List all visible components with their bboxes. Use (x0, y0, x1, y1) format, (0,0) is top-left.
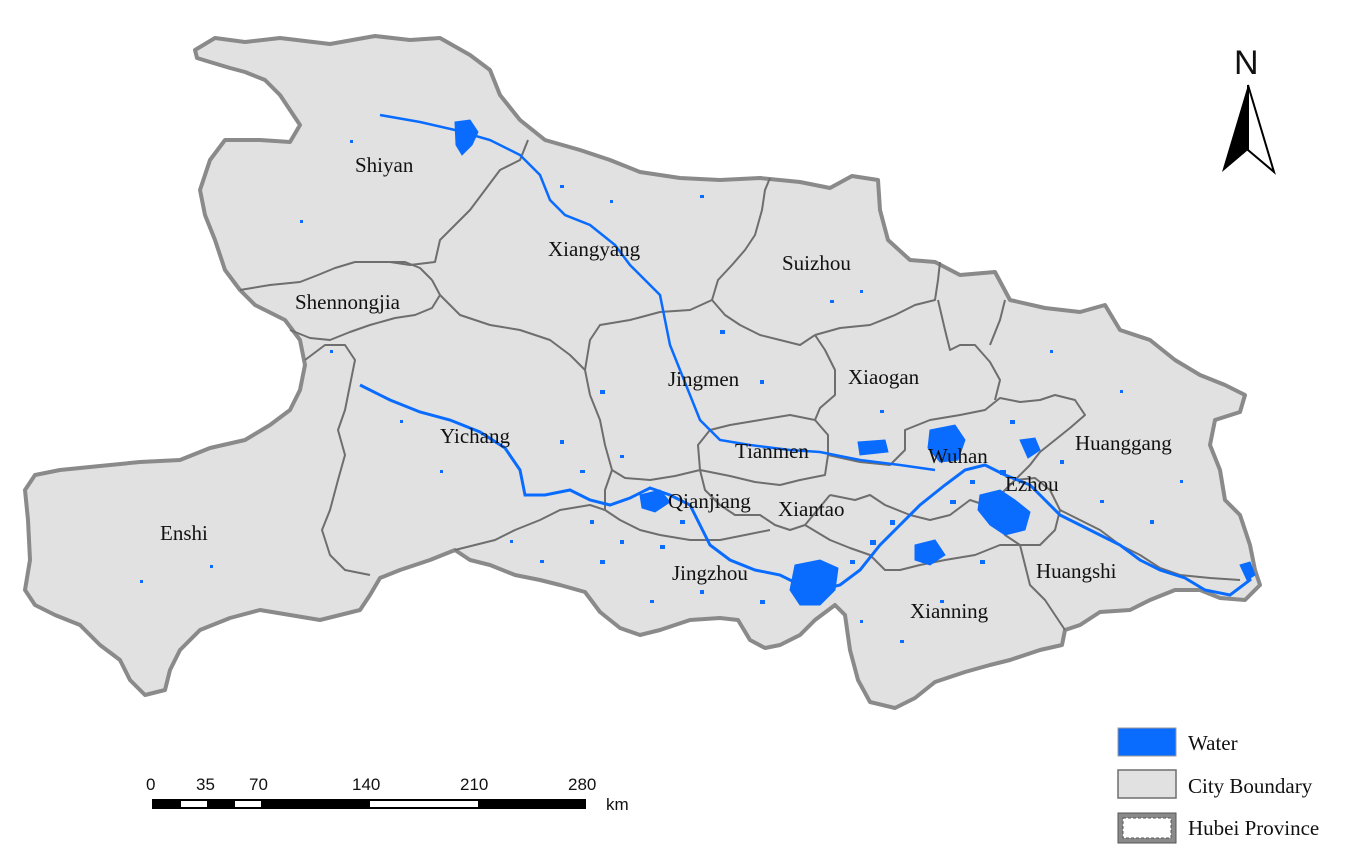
scale-unit: km (606, 795, 629, 814)
boundary-xiangyang-yichang (439, 294, 591, 396)
danjiangkou-reservoir (454, 119, 479, 156)
boundary-yichang-jingzhou (454, 504, 606, 551)
north-arrow-label: N (1234, 44, 1259, 82)
changhu-lake (639, 489, 671, 513)
boundary-tianmen (697, 414, 829, 486)
city-label-yichang: Yichang (440, 424, 510, 448)
water-features (140, 113, 1256, 643)
boundary-jingzhou-xianning (804, 524, 1020, 571)
city-label-wuhan: Wuhan (928, 444, 988, 468)
huangshi-lake (1239, 561, 1256, 581)
scale-bar: 0 35 70 140 210 280 km (146, 775, 629, 814)
boundary-suizhou-xiaogan (814, 261, 941, 336)
city-label-xiaogan: Xiaogan (848, 365, 920, 389)
scale-segment-3 (370, 801, 478, 807)
city-label-huanggang: Huanggang (1075, 431, 1172, 455)
scale-tick-0: 0 (146, 775, 155, 794)
boundary-wuhan (827, 394, 1086, 521)
north-arrow: N (1222, 44, 1276, 175)
boundary-xiaogan-wuhan (937, 299, 1001, 401)
legend-label-water: Water (1188, 731, 1238, 755)
scale-tick-280: 280 (568, 775, 596, 794)
province-outline (23, 34, 1262, 710)
city-label-huangshi: Huangshi (1036, 559, 1117, 583)
city-label-suizhou: Suizhou (782, 251, 851, 275)
boundary-shiyan-xiangyang (389, 139, 529, 266)
city-label-shennongjia: Shennongjia (295, 290, 401, 314)
city-label-ezhou: Ezhou (1005, 472, 1059, 496)
liangzi-lake (977, 489, 1031, 536)
scattered-water (140, 140, 1183, 643)
city-label-jingzhou: Jingzhou (672, 561, 748, 585)
scale-tick-35: 35 (196, 775, 215, 794)
legend-swatch-hubei-province-inner (1122, 817, 1172, 839)
legend-label-hubei-province: Hubei Province (1188, 816, 1319, 840)
scale-bar-outline (152, 799, 586, 809)
north-arrow-left-half-icon (1222, 85, 1248, 172)
boundary-qianjiang-xiantao (699, 469, 831, 531)
boundary-jingmen-xiaogan (814, 334, 836, 421)
wuhan-lakes (927, 424, 966, 463)
honghu-lake (789, 559, 839, 606)
city-label-qianjiang: Qianjiang (668, 489, 751, 513)
city-label-jingmen: Jingmen (668, 367, 740, 391)
boundary-shennongjia-yichang (289, 279, 441, 341)
boundary-qianjiang-jingzhou (604, 469, 771, 541)
boundary-huangshi-huanggang (1059, 509, 1241, 581)
city-labels: Shiyan Xiangyang Suizhou Shennongjia Jin… (160, 153, 1172, 623)
boundary-xiaogan-huanggang (989, 299, 1006, 346)
city-label-xiantao: Xiantao (778, 497, 844, 521)
huanggang-lakes (1019, 437, 1041, 459)
legend-swatch-water (1117, 727, 1177, 757)
city-label-xiangyang: Xiangyang (548, 237, 641, 261)
legend-swatch-city-boundary (1117, 769, 1177, 799)
scale-tick-210: 210 (460, 775, 488, 794)
boundary-xiangyang-suizhou (711, 177, 771, 301)
futou-lake (914, 539, 946, 566)
north-arrow-right-half-icon (1247, 84, 1276, 175)
scale-tick-140: 140 (352, 775, 380, 794)
boundary-jingmen-yichang (589, 394, 701, 481)
legend-label-city-boundary: City Boundary (1188, 774, 1313, 798)
city-label-xianning: Xianning (910, 599, 989, 623)
xiaogan-lake (857, 439, 889, 456)
city-label-enshi: Enshi (160, 521, 208, 545)
city-label-tianmen: Tianmen (735, 439, 809, 463)
han-river (379, 113, 936, 472)
scale-segment-1 (181, 801, 207, 807)
boundary-enshi-yichang (304, 344, 371, 576)
boundary-shiyan-shennongjia (239, 261, 433, 291)
scale-segment-2 (235, 801, 261, 807)
city-boundaries (239, 139, 1241, 631)
scale-tick-70: 70 (249, 775, 268, 794)
boundary-xianning-huangshi (1019, 544, 1066, 631)
city-label-shiyan: Shiyan (355, 153, 414, 177)
legend: Water City Boundary Hubei Province (1117, 727, 1319, 844)
